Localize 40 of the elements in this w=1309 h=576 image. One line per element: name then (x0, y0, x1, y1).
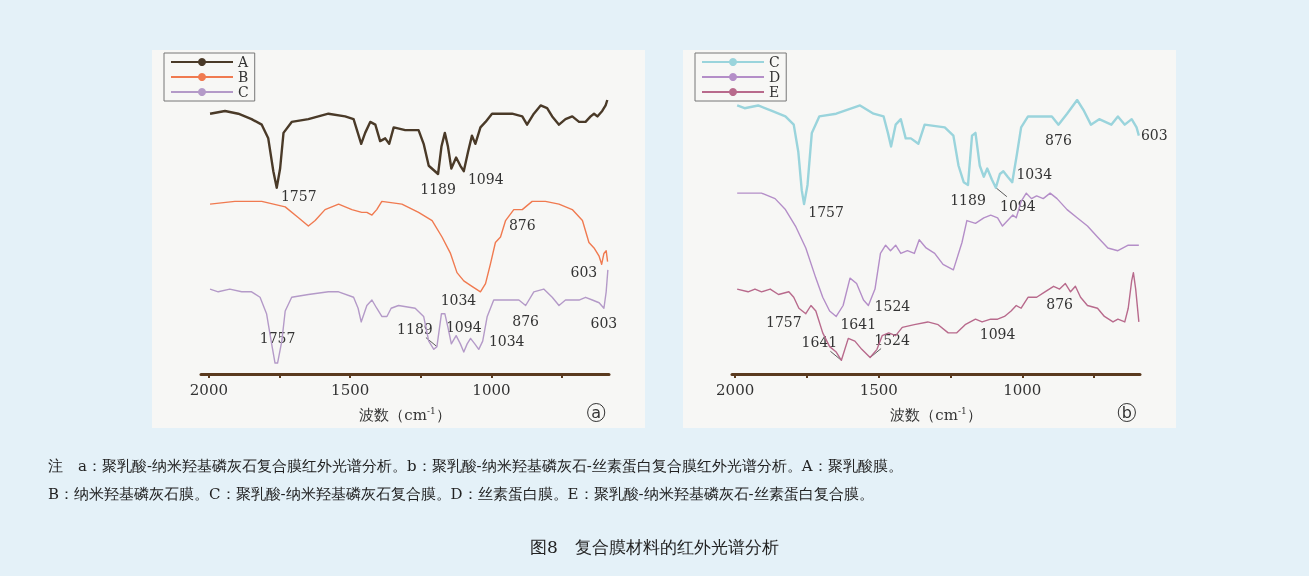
x-tick-label: 2000 (716, 380, 755, 399)
x-tick-label: 1000 (472, 380, 511, 399)
annotation: 603 (570, 264, 598, 281)
annotation: 1094 (445, 319, 482, 336)
annotation: 1757 (808, 204, 844, 221)
annotation: 603 (590, 315, 618, 332)
annotation: 876 (1046, 296, 1074, 313)
annotation: 1524 (874, 297, 911, 314)
annotation: 1757 (765, 313, 802, 330)
annotation: 1189 (420, 180, 456, 197)
annotation: 1189 (950, 191, 986, 208)
annotation: 1094 (1000, 197, 1036, 214)
legend-label: B (238, 69, 249, 85)
annotation: 1757 (280, 187, 317, 204)
annotation: 603 (1140, 127, 1168, 144)
annotation: 1094 (979, 326, 1016, 343)
legend-label: D (769, 69, 781, 85)
x-tick-label: 1500 (859, 380, 898, 399)
annotation: 1641 (840, 316, 877, 333)
x-tick-label: 1500 (331, 380, 370, 399)
annotation: 1034 (488, 333, 525, 350)
x-tick-label: 2000 (189, 380, 229, 399)
text: a (591, 402, 602, 422)
text: 注 a：聚乳酸-纳米羟基磷灰石复合膜红外光谱分析。b：聚乳酸-纳米羟基磷灰石-丝素蛋白复合膜红外光谱分析。A：聚乳酸膜。 (48, 456, 904, 477)
text: B：纳米羟基磷灰石膜。C：聚乳酸-纳米羟基磷灰石复合膜。D：丝素蛋白膜。E：聚乳酸-纳米羟基磷灰石-丝素蛋白复合膜。 (48, 484, 875, 505)
legend-label: C (238, 84, 249, 100)
text: b (1121, 402, 1132, 422)
caption: 图8 复合膜材料的红外光谱分析 (529, 536, 780, 559)
annotation: 1034 (440, 291, 477, 308)
x-tick-label: 1000 (1003, 380, 1042, 399)
annotation: 1757 (259, 330, 296, 347)
legend-label: A (237, 54, 249, 70)
annotation: 876 (1045, 131, 1072, 148)
annotation: 1189 (397, 320, 433, 337)
annotation: 1094 (467, 171, 504, 188)
annotation: 876 (512, 312, 540, 329)
legend-label: C (769, 54, 780, 70)
annotation: 876 (508, 216, 536, 233)
legend-label: E (769, 84, 780, 100)
annotation: 1034 (1016, 166, 1053, 183)
